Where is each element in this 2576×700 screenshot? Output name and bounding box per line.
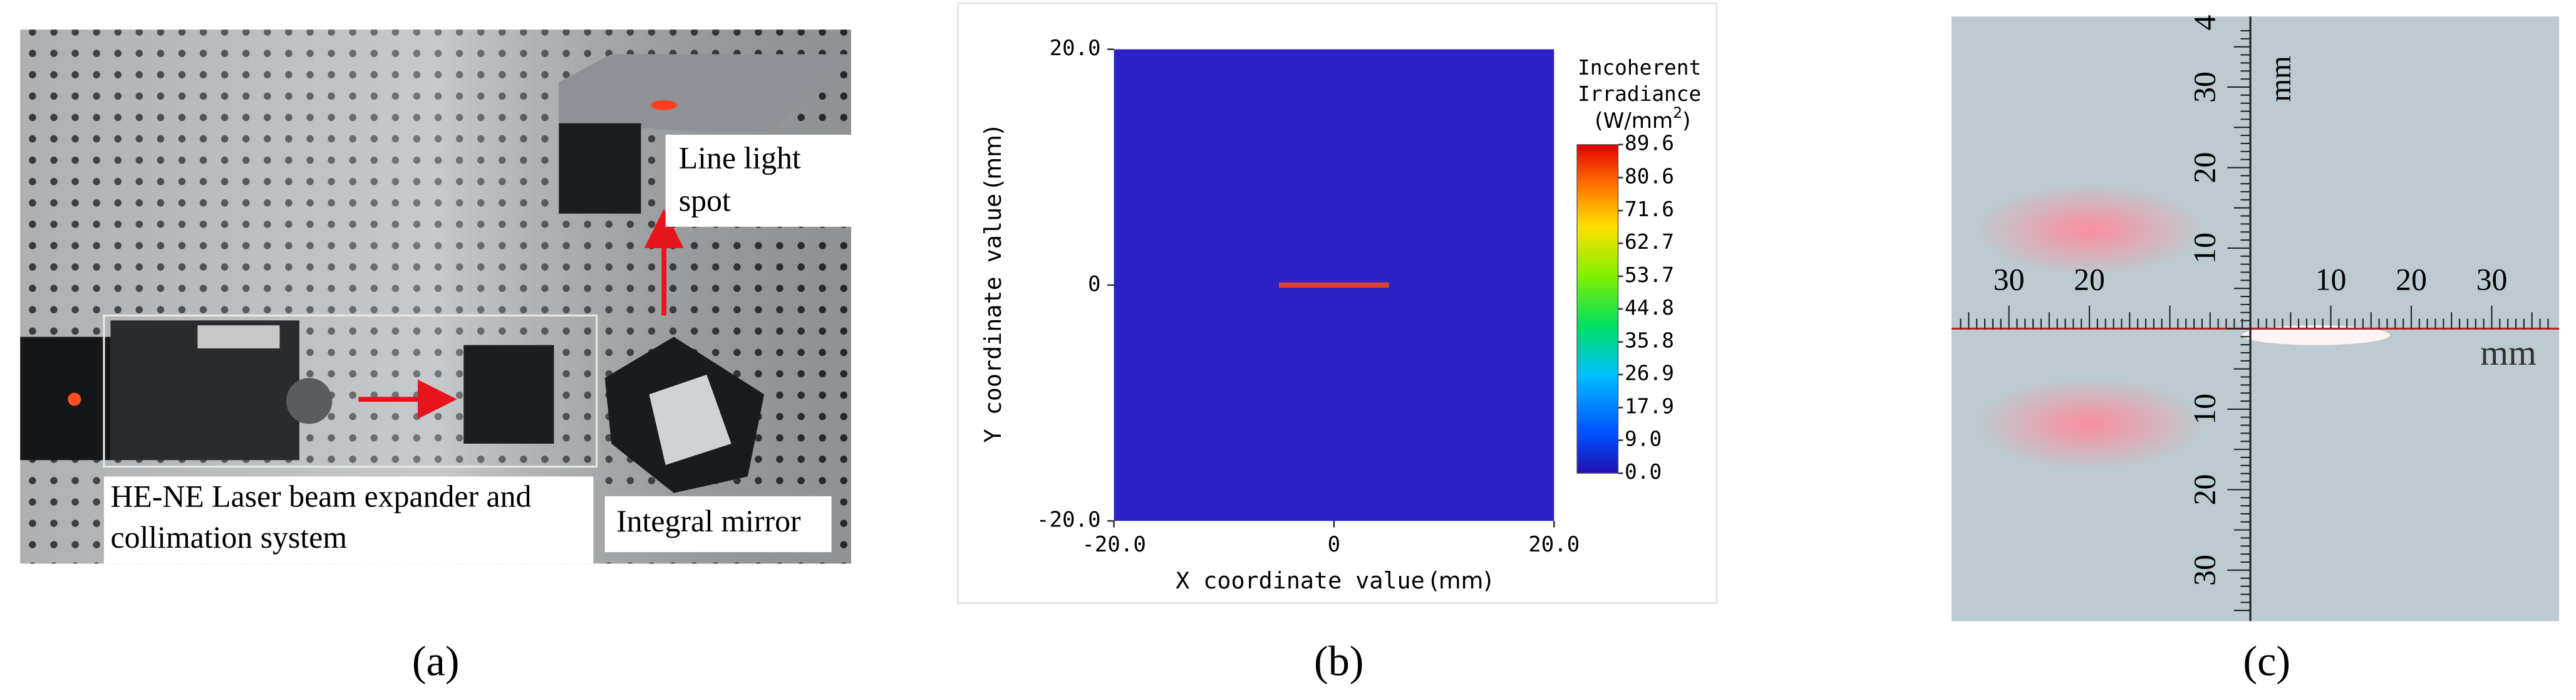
line-spot bbox=[2242, 325, 2390, 345]
mirror bbox=[649, 374, 732, 466]
ruler-label: 20 bbox=[2187, 474, 2222, 505]
light-blob bbox=[1974, 378, 2205, 470]
unit-sup: 2 bbox=[1673, 103, 1682, 121]
annotation: spot bbox=[679, 184, 731, 218]
ruler-label: 4 bbox=[2187, 15, 2222, 31]
colorbar-tick-label: 71.6 bbox=[1625, 197, 1674, 221]
laser bbox=[20, 337, 111, 461]
x-axis-title: X coordinate value bbox=[1176, 567, 1425, 594]
collimator bbox=[463, 345, 554, 444]
photo bbox=[1951, 16, 2559, 622]
label-box bbox=[103, 476, 594, 564]
annotation: collimation system bbox=[110, 520, 347, 555]
x-tick-label: 0 bbox=[1328, 532, 1341, 557]
lens bbox=[286, 378, 333, 424]
panel-c: (c) 30 20 10 20 30 4 30 20 10 10 20 30 mm mm bbox=[1951, 15, 2559, 685]
colorbar-tick-label: 0.0 bbox=[1625, 460, 1662, 484]
annotation: HE-NE Laser beam expander and bbox=[110, 479, 531, 514]
ruler-label: 10 bbox=[2315, 262, 2347, 296]
ruler-label: 10 bbox=[2187, 394, 2222, 425]
colorbar-tick-label: 9.0 bbox=[1625, 427, 1662, 451]
colorbar-tick-label: 80.6 bbox=[1625, 164, 1674, 188]
panel-label: (a) bbox=[412, 637, 460, 685]
y-tick-label: 0 bbox=[1088, 271, 1101, 296]
x-tick-label: 20.0 bbox=[1528, 532, 1580, 557]
y-axis-label: Y coordinate value (mm) bbox=[980, 126, 1006, 443]
ruler-label: 30 bbox=[2187, 555, 2222, 586]
label-box bbox=[604, 496, 832, 553]
y-axis-title: Y coordinate value bbox=[980, 194, 1006, 443]
laser-led bbox=[68, 392, 81, 406]
colorbar-tick-label: 62.7 bbox=[1625, 230, 1674, 254]
colorbar-unit: (W/mm2) bbox=[1595, 103, 1690, 133]
ruler-unit: mm bbox=[2264, 56, 2297, 102]
y-axis-unit: (mm) bbox=[980, 126, 1006, 189]
panel-label: (c) bbox=[2243, 637, 2290, 685]
line-spot bbox=[1279, 282, 1389, 288]
ruler-label: 20 bbox=[2187, 152, 2222, 184]
y-tick-label: 20.0 bbox=[1050, 36, 1101, 61]
ruler-unit: mm bbox=[2480, 333, 2537, 373]
ruler-label: 20 bbox=[2074, 262, 2105, 296]
colorbar bbox=[1576, 144, 1619, 474]
frame bbox=[103, 314, 598, 468]
screen bbox=[559, 54, 852, 132]
y-tick-label: -20.0 bbox=[1037, 508, 1101, 533]
annotation: Line light bbox=[679, 140, 801, 175]
ruler-label: 30 bbox=[2476, 262, 2508, 296]
unit: (W/mm bbox=[1595, 108, 1673, 133]
colorbar-tick-label: 53.7 bbox=[1625, 263, 1674, 287]
panel-label: (b) bbox=[1314, 637, 1363, 685]
x-axis-unit: (mm) bbox=[1430, 567, 1492, 594]
x-axis-label: X coordinate value (mm) bbox=[1176, 567, 1492, 594]
unit-close: ) bbox=[1682, 108, 1690, 133]
panel-a: Line light spot HE-NE Laser beam expande… bbox=[20, 29, 853, 685]
ruler-label: 30 bbox=[2187, 71, 2222, 103]
ruler-label: 30 bbox=[1994, 262, 2025, 296]
colorbar-tick-label: 17.9 bbox=[1625, 394, 1674, 418]
colorbar-tick-label: 44.8 bbox=[1625, 296, 1674, 320]
colorbar-title: Irradiance bbox=[1578, 82, 1701, 106]
light-blob bbox=[1974, 184, 2205, 276]
annotation: Integral mirror bbox=[616, 504, 801, 538]
colorbar-title: Incoherent bbox=[1578, 56, 1701, 80]
spot bbox=[651, 100, 678, 110]
colorbar-tick-label: 35.8 bbox=[1625, 329, 1674, 353]
label-box bbox=[665, 135, 853, 227]
ruler-label: 10 bbox=[2187, 232, 2222, 264]
micrometer bbox=[197, 325, 280, 348]
colorbar-tick-label: 89.6 bbox=[1625, 132, 1674, 155]
ruler-label: 20 bbox=[2396, 262, 2427, 296]
colorbar-tick-label: 26.9 bbox=[1625, 362, 1674, 385]
mount bbox=[559, 123, 641, 214]
x-tick-label: -20.0 bbox=[1082, 532, 1146, 557]
